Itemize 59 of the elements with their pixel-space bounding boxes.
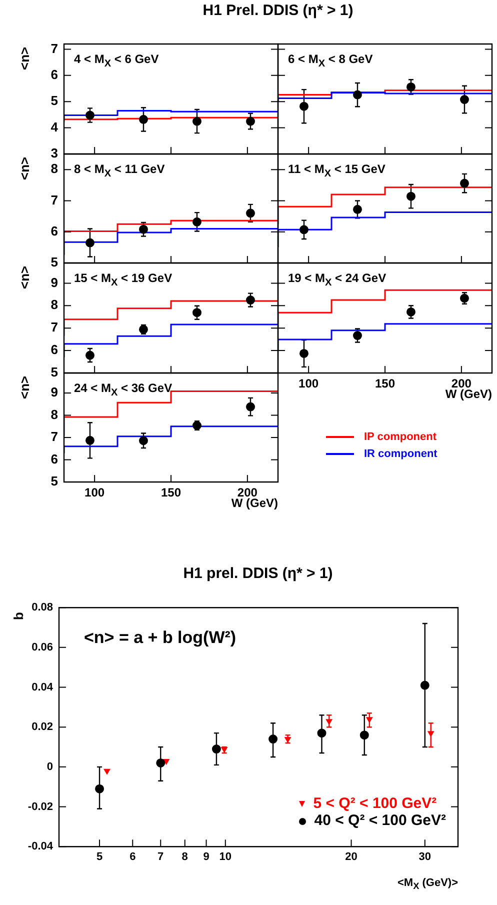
y-axis-title: <n> — [17, 266, 32, 289]
y-axis-title: b — [11, 612, 26, 620]
y-tick-label: 6 — [50, 223, 58, 238]
chart-title: H1 prel. DDIS (η* > 1) — [183, 565, 333, 582]
y-tick-label: 9 — [50, 274, 58, 290]
annotation: 4 < M$_{X}$ < 6 GeV — [74, 52, 159, 70]
x-tick-label: 100 — [84, 486, 105, 500]
y-tick-label: 5 — [50, 254, 58, 270]
x-tick-label: 100 — [298, 376, 319, 391]
annotation: 19 < M$_{X}$ < 24 GeV — [288, 271, 386, 288]
y-tick-label: 3 — [50, 146, 58, 161]
y-tick-label: 6 — [50, 342, 58, 358]
y-tick-label: 5 — [50, 474, 58, 489]
y-tick-label: 0.06 — [32, 642, 53, 654]
x-tick-label: 150 — [374, 376, 396, 391]
annotation: 24 < M$_{X}$ < 36 GeV — [74, 381, 172, 398]
y-tick-label: 0.08 — [32, 602, 53, 614]
y-tick-label: 0.02 — [32, 722, 53, 734]
legend-label: IP component — [364, 431, 437, 443]
x-axis-title: W (GeV) — [231, 496, 278, 510]
y-axis-title: <n> — [17, 46, 32, 70]
legend-label: 40 < Q² < 100 GeV² — [314, 812, 446, 829]
chart-title: H1 Prel. DDIS (η* > 1) — [202, 2, 354, 19]
y-tick-label: 4 — [50, 119, 59, 134]
y-tick-label: -0.02 — [28, 801, 53, 814]
x-tick-label: 8 — [182, 852, 188, 864]
x-axis-title: W (GeV) — [445, 387, 492, 401]
y-tick-label: 7 — [50, 320, 58, 335]
x-tick-label: 6 — [130, 852, 136, 864]
y-tick-label: 7 — [50, 192, 58, 208]
annotation: 6 < M$_{X}$ < 8 GeV — [288, 52, 373, 70]
x-tick-label: 150 — [160, 486, 182, 500]
x-axis-title: <M$_{X}$ (GeV)> — [397, 877, 458, 892]
y-tick-label: 8 — [50, 406, 58, 422]
y-tick-label: 6 — [50, 451, 58, 466]
y-tick-label: 6 — [50, 67, 58, 82]
y-axis-title: <n> — [17, 376, 32, 399]
y-tick-label: 0.04 — [32, 682, 54, 694]
x-tick-label: 30 — [418, 852, 432, 864]
y-tick-label: 0 — [46, 761, 53, 774]
legend-label: IR component — [364, 448, 438, 460]
y-axis-title: <n> — [17, 156, 32, 180]
y-tick-label: 8 — [50, 161, 58, 176]
x-tick-label: 9 — [203, 852, 210, 864]
y-tick-label: 5 — [50, 364, 58, 380]
annotation: 15 < M$_{X}$ < 19 GeV — [74, 271, 172, 288]
legend-label: 5 < Q² < 100 GeV² — [313, 795, 437, 812]
y-tick-label: 8 — [50, 297, 58, 312]
y-tick-label: 7 — [50, 40, 58, 56]
annotation: 8 < M$_{X}$ < 11 GeV — [74, 162, 165, 180]
y-tick-label: 7 — [50, 429, 58, 444]
y-tick-label: -0.04 — [28, 841, 54, 854]
x-tick-label: 20 — [345, 852, 358, 864]
x-tick-label: 7 — [158, 852, 164, 864]
annotation: <n> = a + b log(W²) — [84, 628, 236, 648]
x-tick-label: 10 — [219, 852, 232, 864]
annotation: 11 < M$_{X}$ < 15 GeV — [288, 162, 386, 180]
x-tick-label: 5 — [96, 852, 103, 864]
y-tick-label: 5 — [50, 93, 58, 108]
